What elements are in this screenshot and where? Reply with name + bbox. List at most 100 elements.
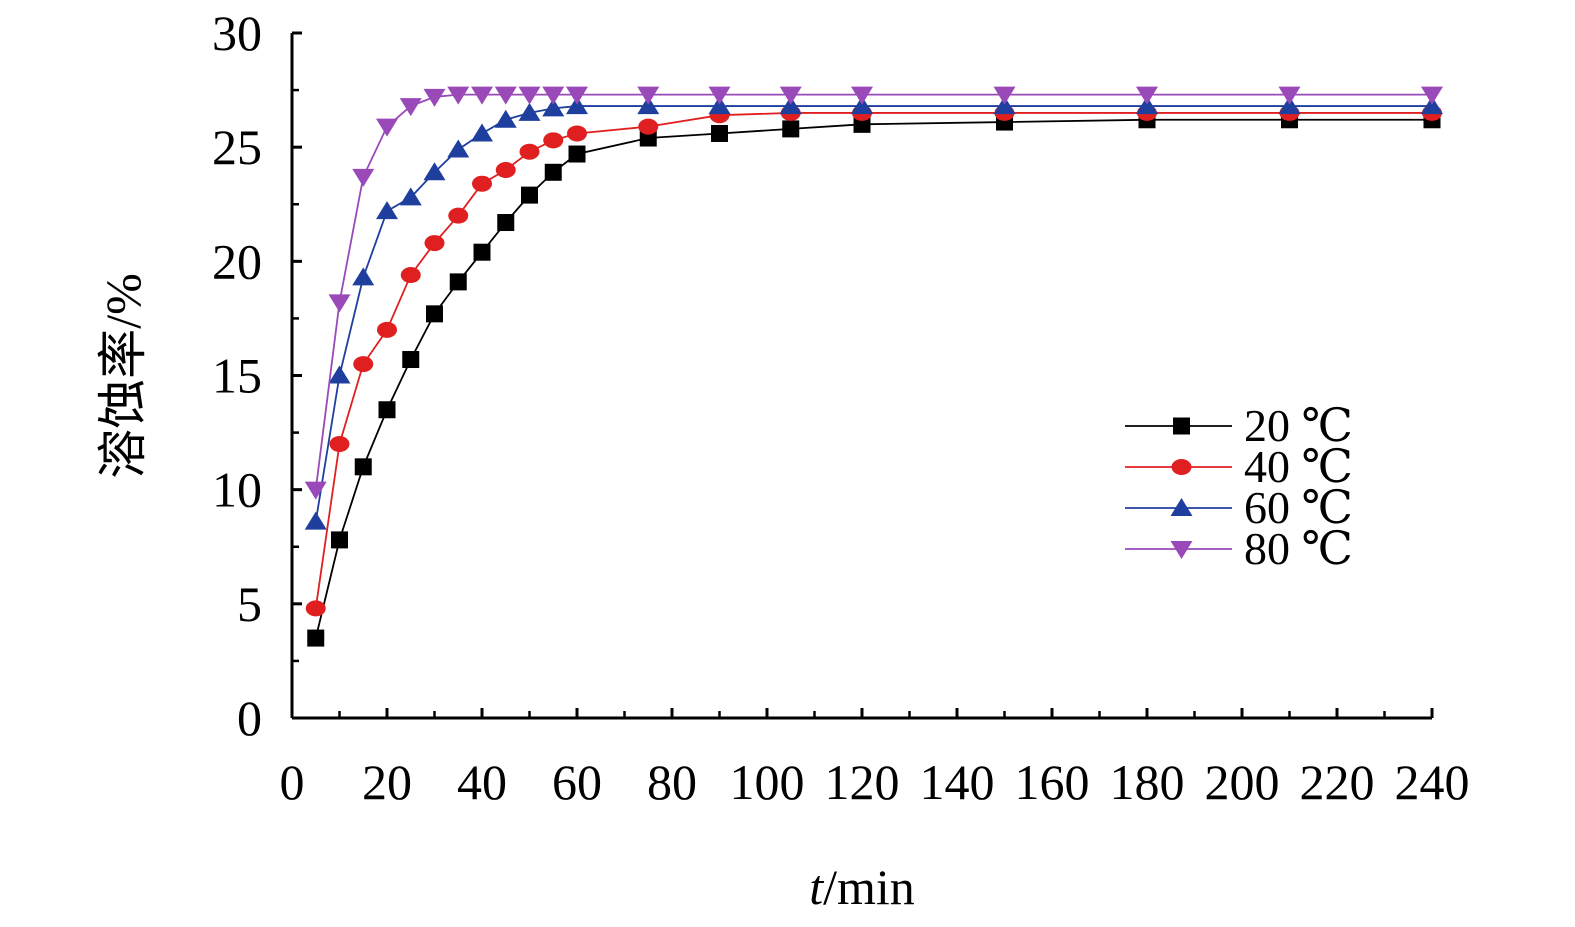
series-1 <box>305 104 1442 617</box>
data-point <box>1278 86 1301 105</box>
data-point <box>779 96 802 115</box>
data-point <box>376 201 398 220</box>
data-point <box>993 96 1016 115</box>
data-point <box>782 120 800 138</box>
x-tick-label: 120 <box>825 754 900 810</box>
data-point <box>711 124 728 142</box>
legend-label: 40 ℃ <box>1244 441 1353 492</box>
data-point <box>352 168 375 187</box>
data-point <box>471 86 493 105</box>
series-layer <box>304 86 1443 647</box>
data-point <box>518 86 541 105</box>
data-point <box>447 139 470 158</box>
legend-item: 40 ℃ <box>1125 441 1353 492</box>
series-3 <box>304 86 1443 500</box>
x-tick-label: 160 <box>1015 754 1090 810</box>
data-point <box>328 294 351 313</box>
y-tick-label: 25 <box>212 119 262 175</box>
data-point <box>1136 96 1158 115</box>
data-point <box>637 96 660 115</box>
x-tick-label: 60 <box>552 754 602 810</box>
x-tick-label: 40 <box>457 754 507 810</box>
x-tick-label: 80 <box>647 754 697 810</box>
data-point <box>331 531 348 549</box>
data-point <box>447 86 470 105</box>
data-point <box>708 96 731 115</box>
y-tick-label: 20 <box>212 233 262 289</box>
data-point <box>352 267 375 286</box>
legend-label: 20 ℃ <box>1244 400 1353 451</box>
data-point <box>473 243 491 261</box>
legend-label: 60 ℃ <box>1244 482 1353 533</box>
data-point <box>567 125 587 142</box>
data-point <box>424 235 445 252</box>
data-point <box>471 123 493 142</box>
data-point <box>566 86 588 105</box>
data-point <box>566 96 588 115</box>
data-point <box>637 86 660 105</box>
data-point <box>377 321 397 338</box>
legend-item: 20 ℃ <box>1125 400 1353 451</box>
data-point <box>993 86 1016 105</box>
y-tick-label: 5 <box>237 576 262 632</box>
legend-item: 60 ℃ <box>1125 482 1353 533</box>
x-tick-label: 200 <box>1205 754 1280 810</box>
data-point <box>423 88 446 107</box>
data-point <box>494 109 517 128</box>
legend-swatch-marker <box>1170 541 1193 559</box>
data-point <box>426 305 443 323</box>
data-point <box>518 102 541 121</box>
legend-swatch-marker <box>1173 417 1190 435</box>
data-point <box>376 118 398 137</box>
data-point <box>542 86 565 105</box>
data-point <box>543 132 564 149</box>
data-point <box>328 365 351 384</box>
data-point <box>1421 86 1443 105</box>
data-point <box>542 98 565 117</box>
data-point <box>521 186 538 204</box>
data-point <box>449 273 467 291</box>
x-axis-title: t/min <box>809 859 915 915</box>
data-point <box>353 356 374 373</box>
data-point <box>495 162 516 178</box>
legend-swatch-marker <box>1170 498 1193 516</box>
x-axis-title-italic: t <box>809 859 824 915</box>
data-point <box>1421 96 1443 115</box>
data-point <box>568 145 586 163</box>
data-point <box>472 175 492 192</box>
data-point <box>638 118 659 135</box>
data-point <box>329 436 350 452</box>
x-tick-label: 220 <box>1300 754 1375 810</box>
x-tick-label: 100 <box>730 754 805 810</box>
data-point <box>448 207 469 224</box>
data-point <box>354 458 372 476</box>
data-point <box>305 600 326 617</box>
y-tick-label: 30 <box>212 5 262 61</box>
data-point <box>544 163 562 181</box>
y-tick-label: 15 <box>212 348 262 404</box>
x-tick-label: 240 <box>1395 754 1470 810</box>
data-point <box>779 86 802 105</box>
legend-item: 80 ℃ <box>1125 523 1353 574</box>
data-point <box>1136 86 1158 105</box>
data-point <box>519 143 540 160</box>
data-point <box>494 86 517 105</box>
legend-label: 80 ℃ <box>1244 523 1353 574</box>
data-point <box>851 96 873 115</box>
axes-layer: 0 5 10 15 20 25 30 0 20 40 60 80 100 120 140 160 180 200 2… <box>212 5 1470 810</box>
data-point <box>307 629 325 647</box>
data-point <box>399 98 422 117</box>
data-point <box>402 351 420 369</box>
data-point <box>378 401 396 419</box>
data-point <box>400 267 421 284</box>
data-point <box>399 187 422 206</box>
series-2 <box>304 96 1443 530</box>
x-tick-label: 180 <box>1110 754 1185 810</box>
data-point <box>497 214 515 232</box>
data-point <box>708 86 731 105</box>
series-line <box>314 112 1432 609</box>
y-tick-label: 0 <box>237 690 262 746</box>
data-point <box>423 162 446 181</box>
legend: 20 ℃40 ℃60 ℃80 ℃ <box>1125 400 1353 574</box>
